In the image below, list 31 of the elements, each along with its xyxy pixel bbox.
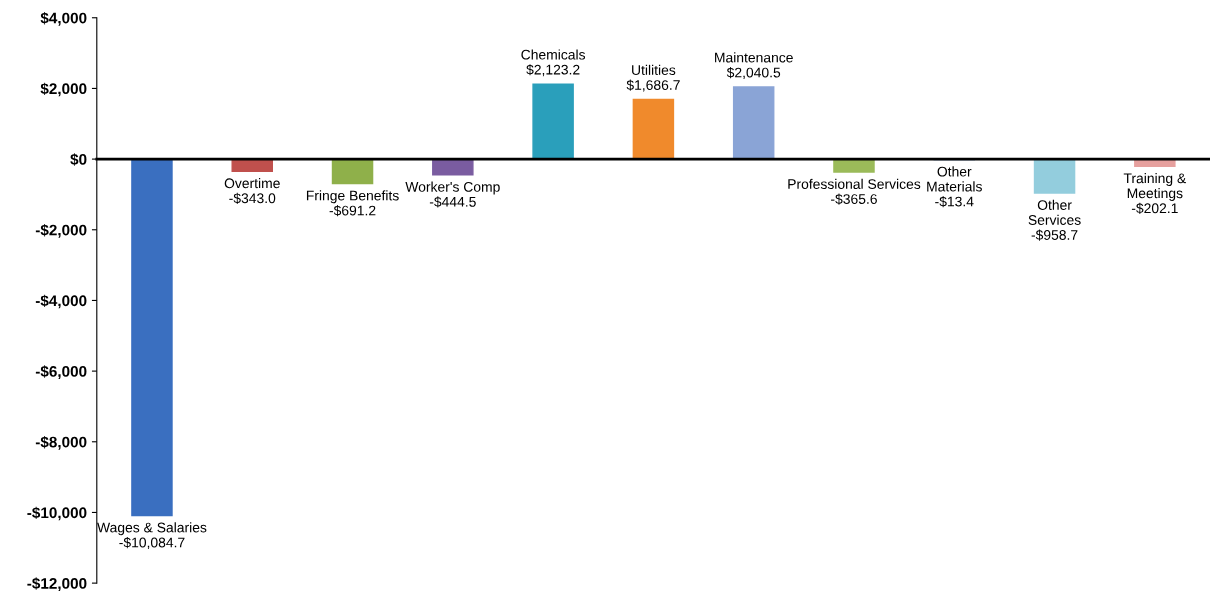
data-label: -$202.1	[1131, 202, 1178, 214]
x-tick-label: Other Services	[1028, 199, 1081, 225]
y-tick-label: -$4,000	[35, 294, 87, 309]
data-label: $2,040.5	[726, 67, 781, 80]
x-tick-label: Utilities	[632, 64, 676, 76]
data-label: -$365.6	[831, 193, 877, 205]
y-tick-label: -$2,000	[35, 223, 87, 238]
x-tick-label: Worker's Comp	[405, 181, 500, 195]
data-label: -$691.2	[329, 205, 376, 217]
y-tick-label: -$8,000	[35, 435, 87, 450]
x-tick-label: Professional Services	[788, 178, 921, 189]
y-tick-label: -$6,000	[35, 365, 87, 380]
x-tick-label: Overtime	[224, 178, 280, 189]
x-tick-label: Other Materials	[927, 166, 982, 192]
x-tick-label: Maintenance	[715, 52, 793, 63]
data-label: -$958.7	[1031, 229, 1078, 241]
y-tick-label: $4,000	[40, 11, 87, 26]
data-label: -$10,084.7	[119, 536, 185, 550]
data-label: $2,123.2	[526, 64, 580, 77]
data-label: -$13.4	[935, 196, 974, 208]
y-tick-label: $2,000	[40, 82, 87, 97]
data-label: -$343.0	[229, 192, 276, 204]
x-tick-label: Chemicals	[521, 49, 586, 60]
x-tick-label: Training & Meetings	[1123, 173, 1187, 201]
data-label: -$444.5	[429, 196, 476, 208]
y-tick-label: -$10,000	[27, 506, 87, 521]
x-tick-label: Wages & Salaries	[97, 522, 207, 536]
y-tick-label: -$12,000	[27, 577, 87, 592]
x-tick-label: Fringe Benefits	[306, 190, 399, 204]
y-tick-label: $0	[70, 153, 87, 166]
data-label: $1,686.7	[626, 79, 680, 92]
